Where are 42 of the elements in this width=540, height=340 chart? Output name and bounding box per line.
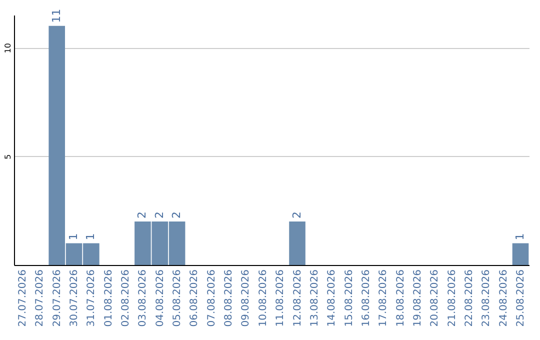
data-label: 11 [50, 8, 63, 23]
x-tick-label: 19.08.2026 [412, 270, 424, 327]
x-tick-label: 03.08.2026 [138, 270, 149, 327]
x-tick-label: 30.07.2026 [69, 270, 80, 327]
x-tick-label: 12.08.2026 [292, 270, 304, 327]
x-tick-label: 01.08.2026 [103, 270, 114, 327]
x-tick-label: 24.08.2026 [498, 270, 510, 327]
x-tick-label: 06.08.2026 [189, 270, 200, 327]
x-tick-label: 17.08.2026 [378, 270, 390, 327]
data-label: 1 [84, 233, 98, 240]
x-tick-label: 13.08.2026 [309, 270, 320, 327]
x-tick-label: 21.08.2026 [446, 270, 458, 327]
x-tick-label: 02.08.2026 [120, 270, 132, 327]
x-tick-label: 15.08.2026 [344, 270, 355, 327]
bar [289, 222, 306, 265]
data-label: 2 [290, 212, 304, 219]
x-tick-label: 31.07.2026 [86, 270, 98, 327]
x-tick-label: 08.08.2026 [224, 270, 235, 327]
x-tick-label: 23.08.2026 [481, 270, 492, 327]
x-tick-label: 27.07.2026 [18, 270, 28, 327]
x-tick-label: 22.08.2026 [464, 270, 475, 327]
data-label: 2 [170, 212, 184, 219]
x-tick-label: 07.08.2026 [206, 270, 218, 327]
x-tick-label: 11.08.2026 [275, 270, 286, 327]
y-tick-label: 5 [4, 154, 12, 160]
x-tick-label: 20.08.2026 [430, 270, 441, 327]
data-label: 2 [152, 212, 166, 219]
data-label: 1 [514, 233, 526, 240]
data-label: 2 [136, 212, 149, 219]
x-tick-label: 04.08.2026 [154, 270, 166, 327]
x-tick-label: 18.08.2026 [395, 270, 406, 327]
x-tick-label: 25.08.2026 [516, 270, 526, 327]
bar [512, 243, 529, 265]
x-tick-label: 10.08.2026 [258, 270, 269, 327]
x-tick-label: 29.07.2026 [52, 270, 63, 327]
x-tick-label: 28.07.2026 [34, 270, 46, 327]
x-tick-label: 09.08.2026 [240, 270, 252, 327]
data-label: 1 [67, 233, 80, 240]
y-tick-label: 10 [4, 43, 12, 54]
x-tick-label: 14.08.2026 [326, 270, 338, 327]
x-tick-label: 05.08.2026 [172, 270, 184, 327]
x-tick-label: 16.08.2026 [360, 270, 372, 327]
